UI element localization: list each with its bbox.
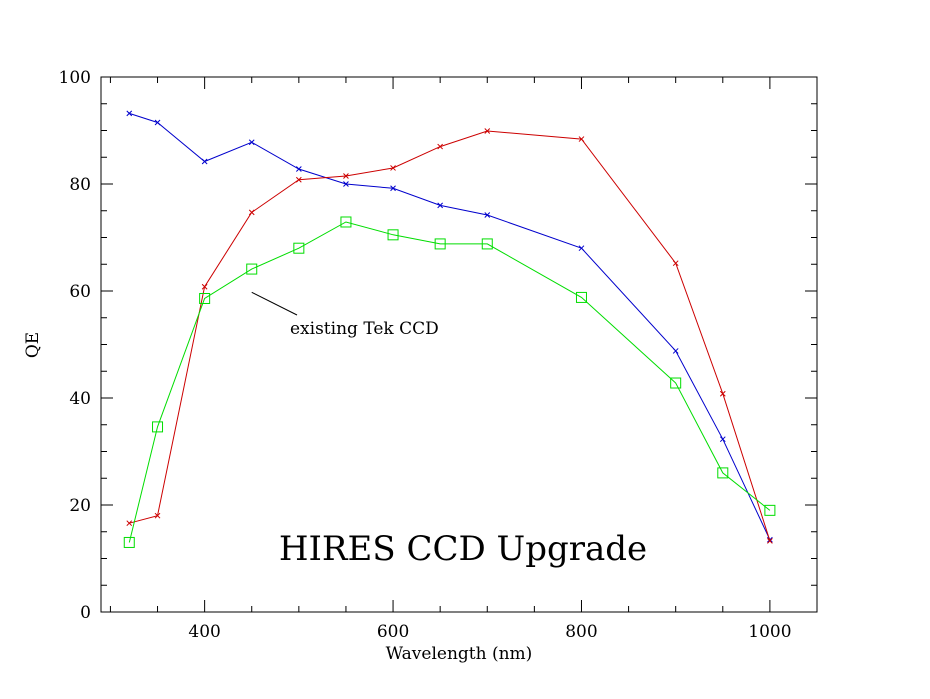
data-point — [578, 245, 585, 252]
data-point — [248, 209, 255, 216]
data-point — [123, 536, 135, 548]
data-point — [764, 504, 776, 516]
data-point — [293, 242, 305, 254]
data-point — [340, 216, 352, 228]
data-point — [201, 158, 208, 165]
data-point — [199, 292, 211, 304]
data-point — [484, 128, 491, 134]
data-point — [767, 537, 773, 544]
y-tick-label: 60 — [69, 282, 91, 302]
data-point — [390, 165, 396, 171]
data-point — [434, 238, 446, 250]
y-tick-label: 100 — [59, 68, 91, 88]
data-point — [437, 202, 444, 209]
data-point — [390, 185, 396, 192]
data-point — [295, 176, 302, 183]
x-tick-label: 1000 — [748, 622, 791, 642]
series-layer — [123, 110, 776, 548]
data-point — [152, 421, 164, 433]
data-point — [481, 238, 493, 250]
series-3 — [123, 216, 776, 548]
data-point — [437, 143, 444, 150]
chart-title: HIRES CCD Upgrade — [279, 529, 647, 569]
annotation-label: existing Tek CCD — [290, 319, 439, 339]
data-point — [248, 139, 255, 146]
series-line — [129, 130, 771, 541]
tick-labels: 400 600 800 1000 0 20 40 60 80 100 — [59, 68, 792, 642]
y-axis-title: QE — [23, 332, 43, 358]
x-tick-label: 600 — [377, 622, 409, 642]
data-point — [670, 377, 682, 389]
series-line — [128, 221, 771, 543]
series-line — [129, 112, 771, 541]
x-tick-label: 400 — [188, 622, 220, 642]
data-point — [154, 119, 161, 126]
data-point — [154, 512, 161, 519]
y-tick-label: 0 — [80, 603, 91, 623]
data-point — [578, 136, 585, 142]
data-point — [246, 263, 258, 275]
data-point — [126, 110, 133, 117]
series-2 — [126, 128, 773, 544]
y-tick-label: 80 — [69, 175, 91, 195]
data-point — [387, 229, 399, 241]
annotation-pointer — [251, 291, 298, 316]
x-axis-title: Wavelength (nm) — [386, 644, 533, 664]
data-point — [672, 348, 679, 354]
data-point — [343, 181, 349, 187]
data-point — [201, 283, 208, 290]
axis-ticks — [101, 76, 818, 613]
data-point — [717, 467, 729, 479]
data-point — [484, 212, 491, 218]
x-tick-label: 800 — [565, 622, 597, 642]
data-point — [295, 166, 302, 172]
data-point — [575, 291, 587, 303]
data-point — [343, 173, 349, 179]
data-point — [126, 520, 133, 527]
series-1 — [126, 110, 773, 543]
data-point — [719, 390, 726, 397]
data-point — [672, 260, 679, 267]
data-point — [719, 436, 726, 443]
y-tick-label: 40 — [69, 389, 91, 409]
y-tick-label: 20 — [69, 496, 91, 516]
